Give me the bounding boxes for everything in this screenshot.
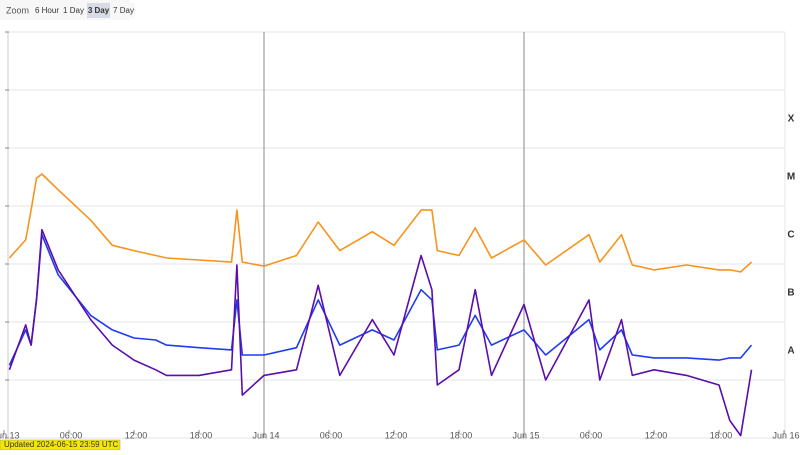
x-tick-label: Jun 15 bbox=[512, 430, 539, 440]
x-tick-label: 12:00 bbox=[385, 430, 408, 440]
x-tick-label: 18:00 bbox=[710, 430, 733, 440]
class-label: M bbox=[787, 172, 795, 183]
zoom-label: Zoom bbox=[6, 5, 29, 15]
zoom-button[interactable] bbox=[34, 3, 60, 18]
class-label: X bbox=[788, 114, 795, 125]
class-label: B bbox=[787, 288, 794, 299]
zoom-button-label[interactable]: 3 Day bbox=[88, 6, 110, 15]
x-tick-label: Jun 13 bbox=[0, 430, 20, 440]
class-label: C bbox=[787, 230, 794, 241]
x-tick-label: 18:00 bbox=[190, 430, 213, 440]
class-label: A bbox=[787, 346, 794, 357]
zoom-button[interactable] bbox=[112, 3, 135, 18]
x-tick-label: 06:00 bbox=[320, 430, 343, 440]
zoom-button-label[interactable]: 7 Day bbox=[113, 6, 134, 15]
series-line bbox=[8, 173, 753, 273]
zoom-button[interactable] bbox=[87, 3, 110, 18]
x-tick-label: Jun 14 bbox=[252, 430, 279, 440]
x-tick-label: Jun 16 bbox=[772, 430, 799, 440]
x-tick-label: 06:00 bbox=[60, 430, 83, 440]
footer-bg bbox=[0, 438, 800, 450]
x-tick-label: 06:00 bbox=[580, 430, 603, 440]
zoom-button-label[interactable]: 6 Hour bbox=[35, 6, 59, 15]
series-line bbox=[8, 228, 753, 437]
x-tick-label: 12:00 bbox=[645, 430, 668, 440]
series-line bbox=[8, 233, 753, 366]
zoom-button[interactable] bbox=[62, 3, 85, 18]
x-tick-label: 18:00 bbox=[450, 430, 473, 440]
zoom-button-label[interactable]: 1 Day bbox=[63, 6, 84, 15]
x-tick-label: 12:00 bbox=[125, 430, 148, 440]
footer-text: Updated 2024-06-15 23:59 UTC bbox=[4, 440, 119, 449]
